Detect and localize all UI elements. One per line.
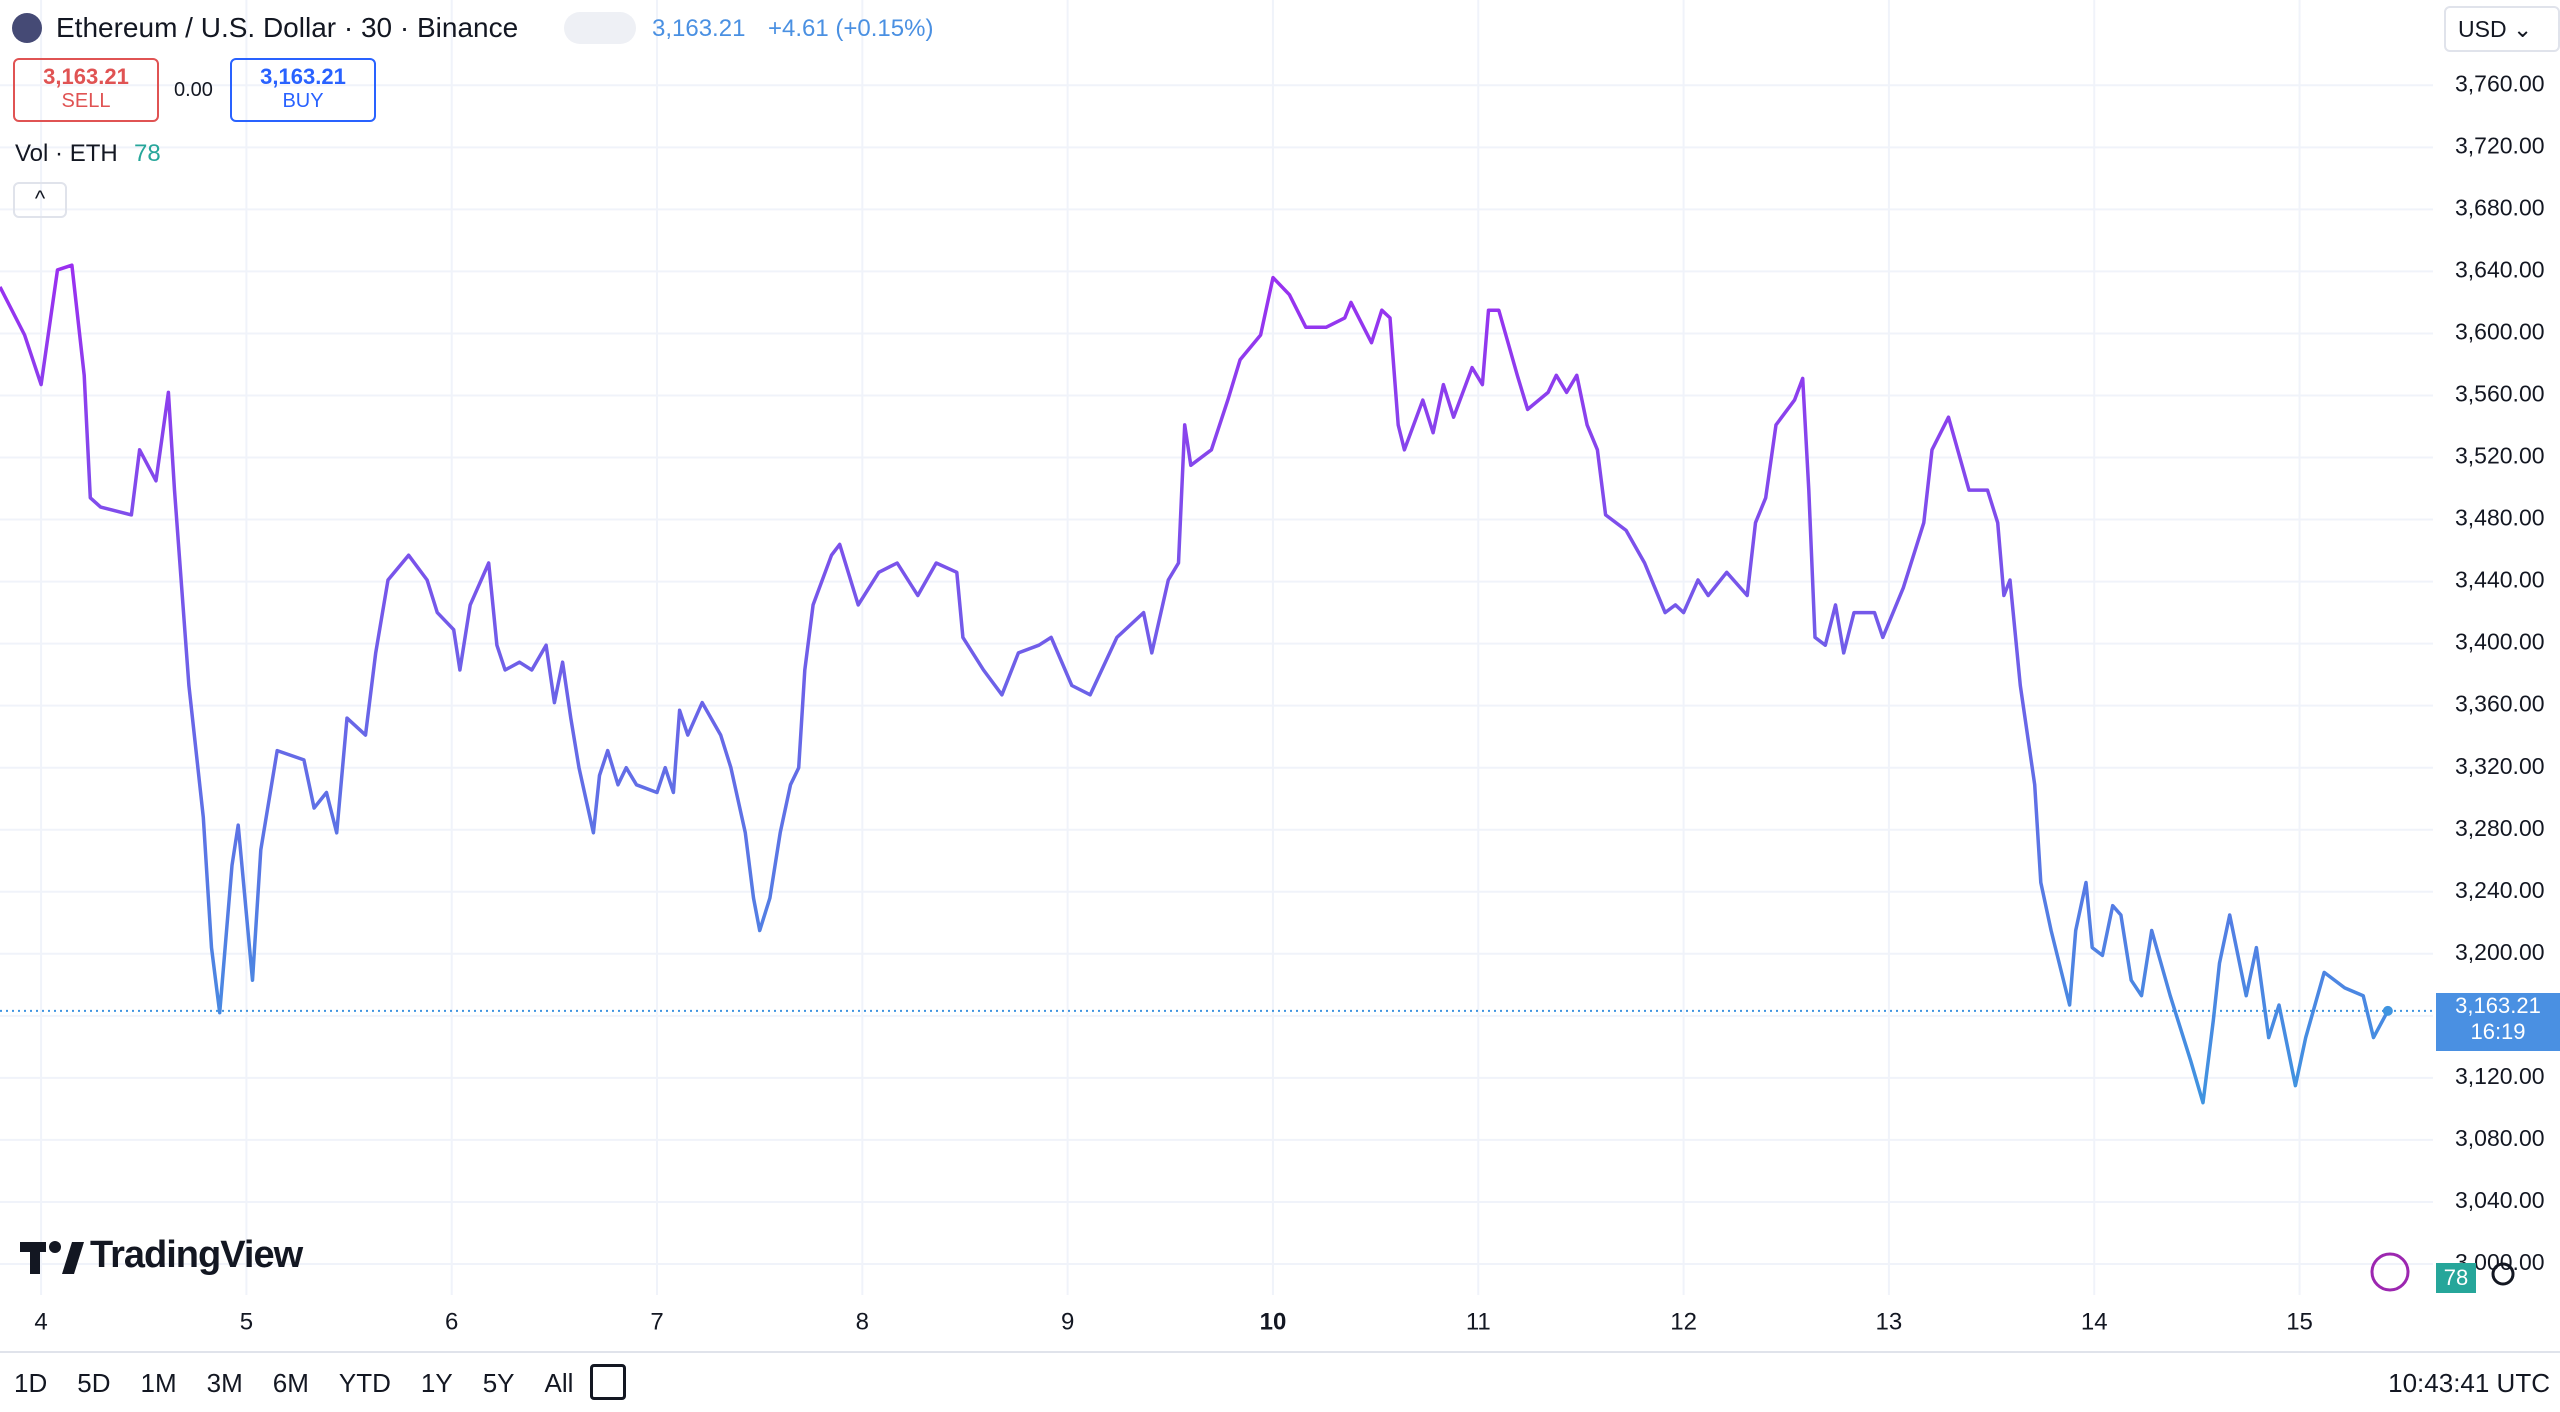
x-tick-label: 11 (1466, 1308, 1491, 1335)
eth-icon (12, 13, 42, 43)
y-tick-label: 3,200.00 (2455, 939, 2545, 965)
range-button[interactable]: 1M (140, 1368, 177, 1398)
x-tick-label: 5 (240, 1308, 253, 1335)
x-tick-label: 15 (2286, 1308, 2313, 1335)
assistant-icon[interactable] (2370, 1252, 2410, 1292)
range-button[interactable]: YTD (338, 1368, 391, 1398)
y-tick-label: 3,320.00 (2455, 753, 2545, 779)
range-button[interactable]: 1Y (420, 1368, 453, 1398)
symbol-title: Ethereum / U.S. Dollar · 30 · Binance (56, 12, 519, 43)
x-tick-label: 8 (856, 1308, 869, 1335)
collapse-button[interactable]: ^ (13, 182, 67, 218)
y-tick-label: 3,480.00 (2455, 505, 2545, 531)
y-tick-label: 3,640.00 (2455, 256, 2545, 282)
x-tick-label: 10 (1260, 1308, 1287, 1335)
y-tick-label: 3,440.00 (2455, 567, 2545, 593)
x-tick-label: 14 (2081, 1308, 2108, 1335)
x-tick-label: 6 (445, 1308, 458, 1335)
last-point (2382, 1005, 2393, 1016)
volume-value: 78 (134, 140, 161, 167)
last-price-tag: 3,163.21 16:19 (2436, 992, 2560, 1051)
y-tick-label: 3,360.00 (2455, 691, 2545, 717)
status-pill[interactable] (564, 12, 636, 44)
y-tick-label: 3,120.00 (2455, 1063, 2545, 1089)
price-line (0, 263, 2390, 1105)
range-button[interactable]: 1D (14, 1368, 48, 1398)
header-price: 3,163.21 (652, 15, 746, 42)
y-tick-label: 3,680.00 (2455, 194, 2545, 220)
range-button[interactable]: 3M (206, 1368, 243, 1398)
range-toolbar: 1D 5D 1M 3M 6M YTD 1Y 5Y All (14, 1368, 603, 1399)
y-tick-label: 3,240.00 (2455, 877, 2545, 903)
x-tick-label: 12 (1670, 1308, 1697, 1335)
volume-badge: 78 (2436, 1263, 2476, 1293)
countdown: 16:19 (2470, 1018, 2526, 1044)
x-tick-label: 9 (1061, 1308, 1074, 1335)
y-tick-label: 3,760.00 (2455, 70, 2545, 96)
clock: 10:43:41 UTC (2388, 1368, 2550, 1398)
logo-icon (20, 1241, 84, 1274)
y-tick-label: 3,560.00 (2455, 381, 2545, 407)
x-tick-label: 13 (1876, 1308, 1903, 1335)
range-button[interactable]: 6M (272, 1368, 309, 1398)
y-tick-label: 3,600.00 (2455, 319, 2545, 345)
last-price: 3,163.21 (2455, 992, 2541, 1018)
y-tick-label: 3,280.00 (2455, 815, 2545, 841)
y-tick-label: 3,520.00 (2455, 443, 2545, 469)
volume-label: Vol · ETH (15, 140, 118, 167)
range-button[interactable]: 5D (77, 1368, 111, 1398)
buy-price: 3,163.21 (260, 64, 346, 89)
spread: 0.00 (174, 79, 213, 101)
date-range-icon[interactable] (590, 1364, 626, 1400)
x-tick-label: 7 (650, 1308, 663, 1335)
buy-label: BUY (282, 90, 324, 112)
x-tick-label: 4 (34, 1308, 47, 1335)
header-change: +4.61 (+0.15%) (768, 15, 934, 42)
sell-price: 3,163.21 (43, 64, 129, 89)
settings-icon[interactable] (2491, 1262, 2515, 1286)
range-button[interactable]: All (544, 1368, 574, 1398)
y-tick-label: 3,080.00 (2455, 1125, 2545, 1151)
sell-button[interactable]: 3,163.21 SELL (13, 58, 159, 122)
y-tick-label: 3,720.00 (2455, 132, 2545, 158)
range-button[interactable]: 5Y (482, 1368, 515, 1398)
y-tick-label: 3,400.00 (2455, 629, 2545, 655)
currency-select[interactable]: USD ⌄ (2444, 6, 2560, 52)
y-tick-label: 3,040.00 (2455, 1187, 2545, 1213)
buy-button[interactable]: 3,163.21 BUY (230, 58, 376, 122)
currency: USD (2458, 16, 2507, 42)
sell-label: SELL (61, 90, 111, 112)
logo-text: TradingView (90, 1234, 303, 1276)
